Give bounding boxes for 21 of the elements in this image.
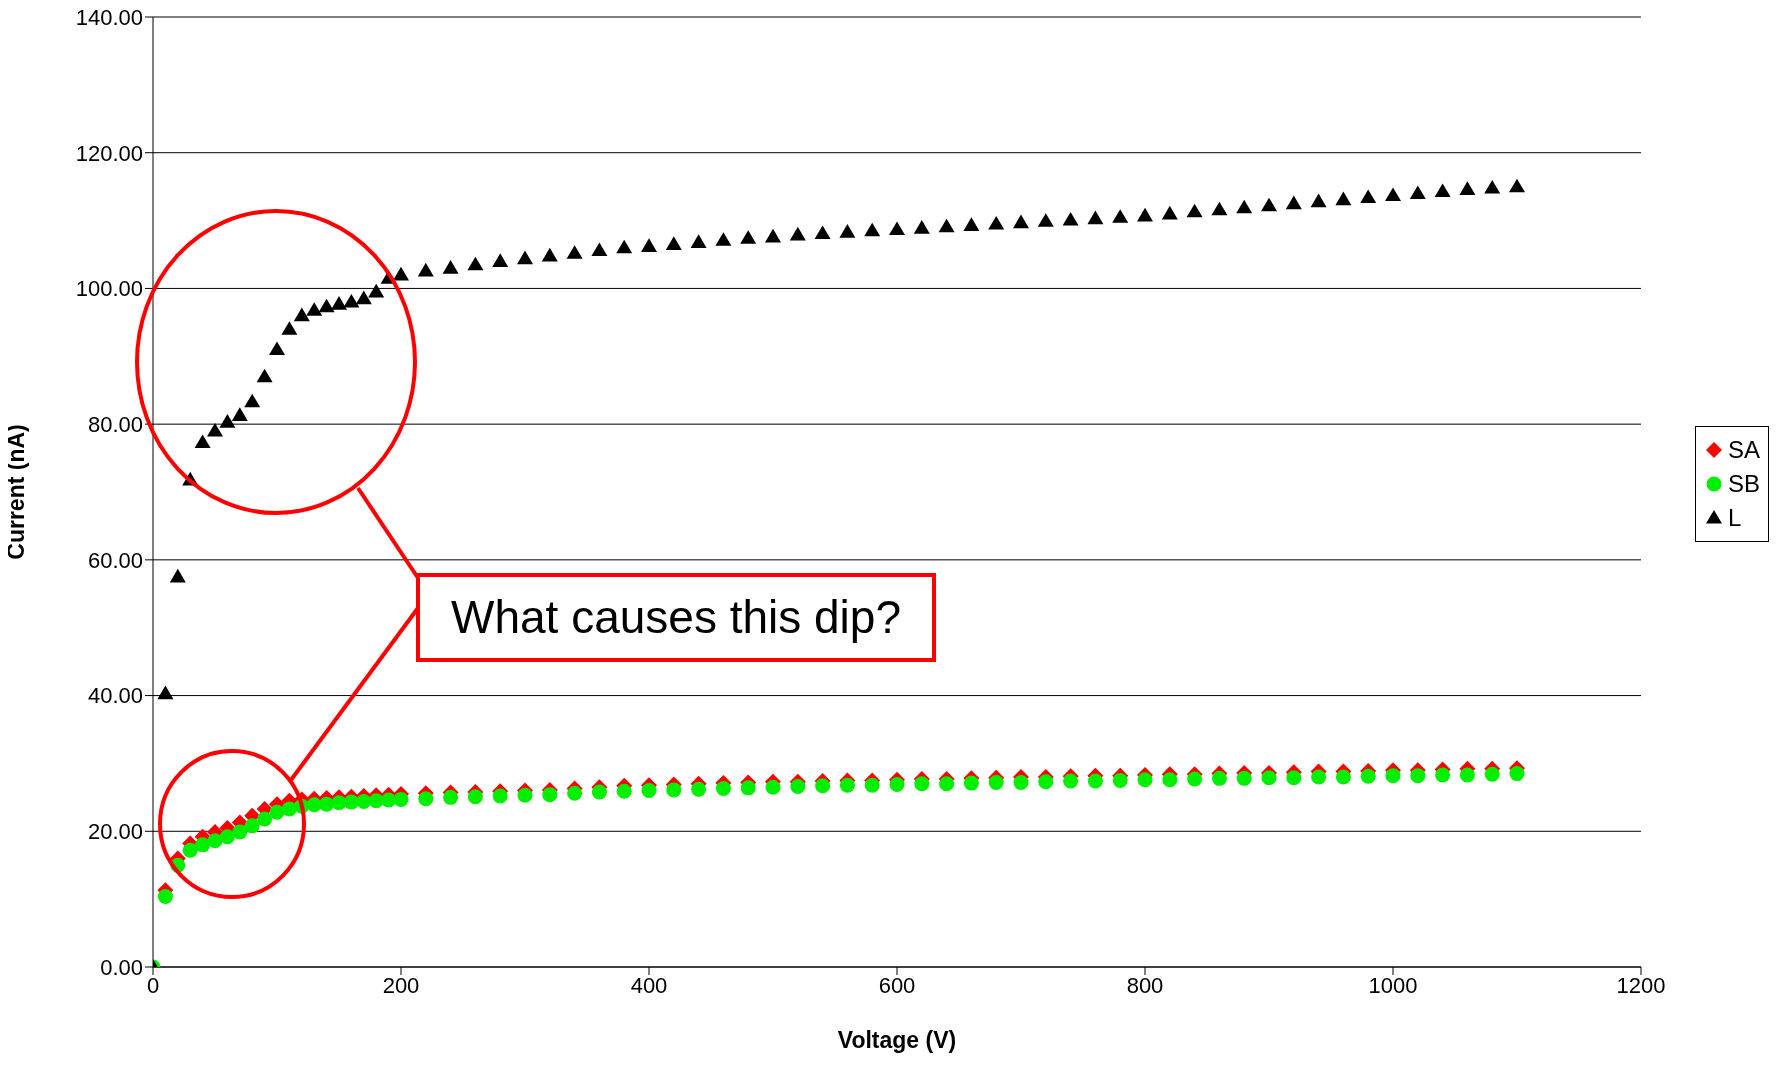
legend-label: SB <box>1727 469 1760 499</box>
x-tick-label: 1200 <box>1616 972 1666 998</box>
y-tick-label: 120.00 <box>75 140 143 166</box>
y-tick-label: 60.00 <box>87 547 143 573</box>
y-tick-label: 20.00 <box>87 819 143 845</box>
x-tick-label: 1000 <box>1368 972 1418 998</box>
x-tick-label: 200 <box>382 972 420 998</box>
y-tick-label: 40.00 <box>87 683 143 709</box>
x-tick-label: 400 <box>630 972 668 998</box>
y-tick-label: 80.00 <box>87 411 143 437</box>
x-tick-label: 0 <box>146 972 160 998</box>
legend-label: L <box>1727 503 1742 533</box>
y-axis-title: Current (nA) <box>3 424 30 560</box>
y-tick-label: 0.00 <box>100 954 143 980</box>
y-tick-label: 100.00 <box>75 276 143 302</box>
y-tick-label: 140.00 <box>75 4 143 30</box>
x-tick-label: 600 <box>878 972 916 998</box>
legend-label: SA <box>1727 435 1760 465</box>
annotation: What causes this dip? <box>450 591 902 643</box>
x-tick-label: 800 <box>1126 972 1164 998</box>
x-axis-title: Voltage (V) <box>837 1027 957 1053</box>
